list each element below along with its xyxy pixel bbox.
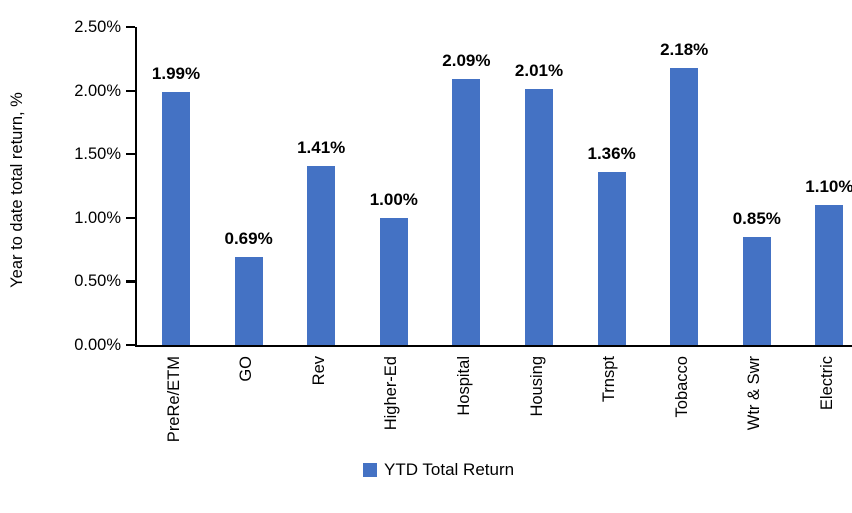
y-axis-tick-label: 1.00% — [74, 208, 121, 227]
bar-value-label: 2.09% — [442, 51, 491, 71]
bar-value-label: 1.99% — [151, 63, 201, 83]
x-axis-category-label: Rev — [309, 356, 328, 386]
bar-rev — [307, 165, 336, 345]
x-axis-category-label: Higher-Ed — [382, 356, 401, 431]
x-axis-category-label: Electric — [817, 356, 836, 411]
y-axis-title: Year to date total return, % — [8, 92, 26, 288]
bar-housing — [525, 89, 553, 345]
y-axis-tick-label: 2.00% — [74, 81, 121, 100]
bar-value-label: 2.18% — [660, 39, 709, 59]
legend-swatch-icon — [363, 463, 377, 477]
x-axis-category-label: Wtr & Swr — [745, 356, 764, 431]
bar-go — [234, 257, 263, 345]
y-axis-tick-label: 0.00% — [74, 336, 121, 354]
y-axis-tick-label: 0.50% — [74, 272, 121, 291]
y-axis-tick-mark — [126, 153, 135, 156]
x-axis-category-label: GO — [237, 356, 256, 382]
legend-label: YTD Total Return — [384, 460, 515, 479]
bar-wtr-swr — [742, 236, 771, 345]
bar-prere-etm — [162, 91, 190, 345]
bar-value-label: 1.00% — [369, 189, 418, 209]
bar-value-label: 1.41% — [297, 137, 346, 157]
plot-area: 1.99% 0.69% 1.41% 1.00% 2.09% 2.01% 1.36% 2.18%… — [126, 26, 852, 347]
x-axis-category-label: PreRe/ETM — [164, 356, 183, 443]
x-axis-category-label: Trnspt — [600, 356, 619, 403]
bar-value-label: 0.69% — [224, 229, 273, 249]
bar-value-label: 2.01% — [514, 61, 564, 81]
bar-trnspt — [597, 172, 626, 345]
bar-tobacco — [670, 67, 699, 345]
bar-higher-ed — [379, 217, 408, 345]
x-axis-category-label: Tobacco — [672, 356, 691, 418]
bar-electric — [815, 205, 844, 345]
y-axis-tick-mark — [126, 26, 135, 29]
y-axis-tick-mark — [126, 89, 135, 92]
legend: YTD Total Return — [363, 459, 514, 480]
y-axis-tick-mark — [126, 216, 135, 219]
bar-hospital — [452, 79, 481, 345]
y-axis-tick-label: 2.50% — [74, 18, 121, 36]
bar-value-label: 0.85% — [732, 208, 781, 228]
y-axis-tick-mark — [126, 344, 135, 347]
bar-value-label: 1.10% — [805, 177, 852, 197]
bar-value-label: 1.36% — [587, 144, 636, 163]
x-axis-category-label: Housing — [527, 356, 546, 417]
y-axis-tick-mark — [126, 280, 135, 283]
y-axis-tick-label: 1.50% — [74, 145, 121, 164]
x-axis-category-label: Hospital — [454, 356, 473, 416]
